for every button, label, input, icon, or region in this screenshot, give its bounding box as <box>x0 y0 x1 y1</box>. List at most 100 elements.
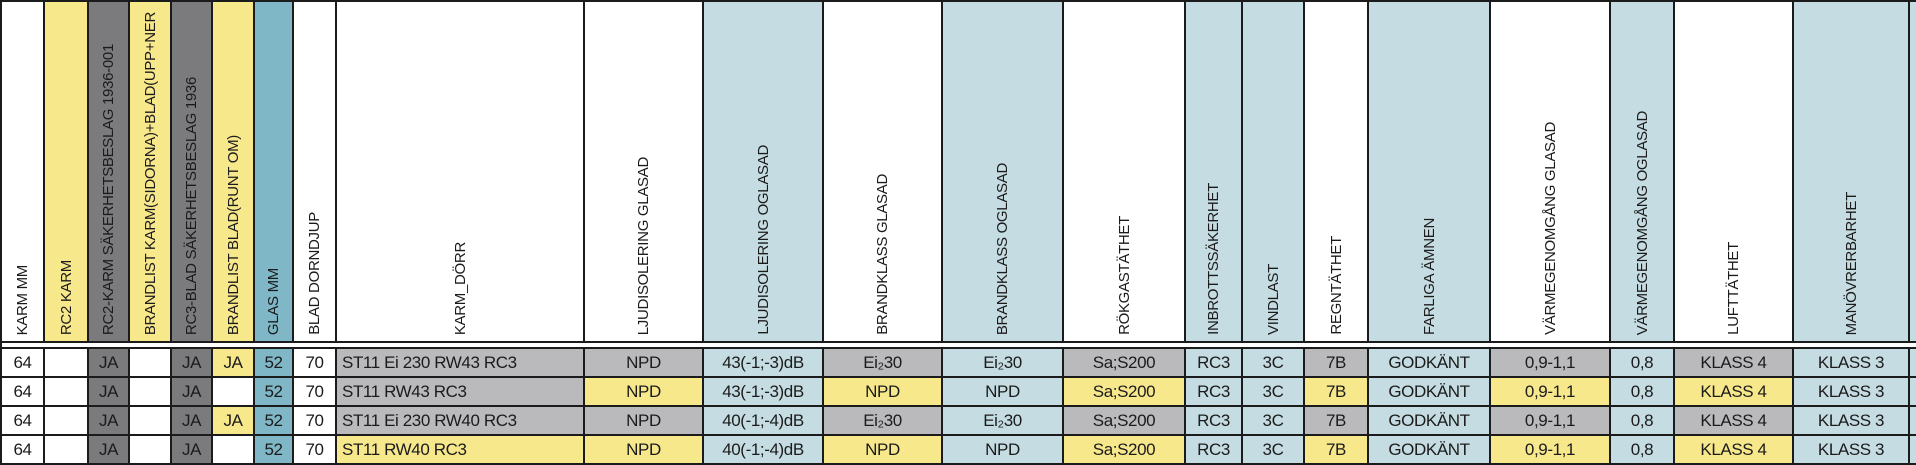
cell-value: JA <box>223 352 243 372</box>
cell-vindlast: 3C <box>1243 436 1303 463</box>
cell-value: NPD <box>865 381 900 401</box>
cell-rokgastathet: Sa;S200 <box>1064 436 1184 463</box>
cell-value: 52 <box>264 381 283 401</box>
cell-value: 64 <box>13 352 32 372</box>
cell-value: Sa;S200 <box>1092 381 1156 401</box>
cell-manovrerbarhet: KLASS 3 <box>1794 407 1908 434</box>
column-header-karm-dorr: KARM_DÖRR <box>337 2 583 341</box>
cell-regntathet: 7B <box>1305 407 1367 434</box>
column-header-label: VÄRMEGENOMGÅNG GLASAD <box>1541 122 1559 335</box>
cell-karm-mm: 64 <box>2 378 43 405</box>
cell-value: 0,8 <box>1630 439 1654 459</box>
cell-varmegenomgang-oglasad: 0,8 <box>1611 436 1673 463</box>
column-header-karm-mm: KARM MM <box>2 2 43 341</box>
cell-varmegenomgang-glasad: 0,9-1,1 <box>1491 407 1609 434</box>
column-header-label: LJUDISOLERING GLASAD <box>635 156 652 335</box>
cell-value: 70 <box>305 352 324 372</box>
cell-value: KLASS 3 <box>1817 410 1885 430</box>
cell-value: 7B <box>1326 381 1346 401</box>
cell-lufttathet: KLASS 4 <box>1675 349 1792 376</box>
cell-value: ST11 Ei 230 RW40 RC3 <box>342 410 517 430</box>
cell-brandklass-oglasad: Ei₂30 <box>943 407 1062 434</box>
cell-rc2-karm-sakerhetsbeslag: JA <box>89 436 128 463</box>
cell-value: 70 <box>305 381 324 401</box>
cell-value: NPD <box>985 381 1020 401</box>
cell-value: KLASS 4 <box>1700 381 1767 401</box>
cell-value: Sa;S200 <box>1092 410 1156 430</box>
cell-manovrerbarhet: KLASS 3 <box>1794 378 1908 405</box>
column-header-brandklass-glasad: BRANDKLASS GLASAD <box>824 2 941 341</box>
cell-varmegenomgang-glasad: 0,9-1,1 <box>1491 436 1609 463</box>
cell-brandlist-blad <box>213 378 253 405</box>
cell-farliga-amnen: GODKÄNT <box>1369 349 1489 376</box>
cell-brandklass-glasad: Ei₂30 <box>824 407 941 434</box>
cell-value: 0,9-1,1 <box>1524 352 1576 372</box>
column-header-inbrottssakerhet: INBROTTSSÄKERHET <box>1186 2 1241 341</box>
cell-varmegenomgang-glasad: 0,9-1,1 <box>1491 349 1609 376</box>
cell-rc3-blad-sakerhetsbeslag: JA <box>172 436 211 463</box>
cell-inbrottssakerhet: RC3 <box>1186 349 1241 376</box>
cell-karm-dorr: ST11 RW40 RC3 <box>337 436 583 463</box>
cell-value: 43(-1;-3)dB <box>722 352 804 372</box>
cell-rc2-karm-sakerhetsbeslag: JA <box>89 407 128 434</box>
column-header-label: VÄRMEGENOMGÅNG OGLASAD <box>1633 110 1651 335</box>
cell-value: 0,8 <box>1630 381 1654 401</box>
column-header-label: BRANDKLASS GLASAD <box>874 174 891 335</box>
cell-value: 43(-1;-3)dB <box>722 381 804 401</box>
cell-ljudisolering-glasad: NPD <box>585 349 702 376</box>
cell-value: GODKÄNT <box>1388 381 1470 401</box>
column-header-label: RC2-KARM SÄKERHETSBESLAG 1936-001 <box>100 43 117 335</box>
cropped-column-sliver <box>1910 378 1916 405</box>
cell-value: JA <box>181 410 202 430</box>
cell-rc2-karm <box>45 436 87 463</box>
cell-value: NPD <box>985 439 1020 459</box>
cell-rokgastathet: Sa;S200 <box>1064 378 1184 405</box>
cell-ljudisolering-oglasad: 40(-1;-4)dB <box>704 436 822 463</box>
column-header-label: RC2 KARM <box>57 259 75 335</box>
column-header-ljudisolering-oglasad: LJUDISOLERING OGLASAD <box>704 2 822 341</box>
cell-value: NPD <box>865 439 900 459</box>
cell-manovrerbarhet: KLASS 3 <box>1794 436 1908 463</box>
cell-rc2-karm-sakerhetsbeslag: JA <box>89 349 128 376</box>
cell-ljudisolering-glasad: NPD <box>585 407 702 434</box>
cell-value: RC3 <box>1197 439 1230 459</box>
cell-value: Ei₂30 <box>863 410 902 430</box>
cell-value: KLASS 4 <box>1700 439 1767 459</box>
cell-value: 3C <box>1262 439 1284 459</box>
cell-karm-mm: 64 <box>2 436 43 463</box>
cropped-column-sliver <box>1910 349 1916 376</box>
cropped-column-sliver <box>1910 436 1916 463</box>
cell-value: 0,9-1,1 <box>1524 381 1576 401</box>
cell-value: 0,9-1,1 <box>1524 410 1576 430</box>
cell-value: RC3 <box>1197 410 1230 430</box>
cell-value: 3C <box>1262 381 1284 401</box>
column-header-label: INBROTTSSÄKERHET <box>1205 183 1222 335</box>
cell-value: KLASS 3 <box>1817 352 1885 372</box>
cell-brandklass-glasad: Ei₂30 <box>824 349 941 376</box>
cropped-column-sliver <box>1910 2 1916 341</box>
cell-value: ST11 RW43 RC3 <box>342 381 467 401</box>
cell-vindlast: 3C <box>1243 349 1303 376</box>
cell-value: RC3 <box>1197 381 1230 401</box>
cell-value: 0,8 <box>1630 352 1654 372</box>
column-header-label: BRANDKLASS OGLASAD <box>994 162 1011 335</box>
cell-value: JA <box>98 439 119 459</box>
column-header-brandklass-oglasad: BRANDKLASS OGLASAD <box>943 2 1062 341</box>
cell-inbrottssakerhet: RC3 <box>1186 407 1241 434</box>
cell-brandlist-blad: JA <box>213 407 253 434</box>
cell-value: GODKÄNT <box>1388 352 1470 372</box>
column-header-rc2-karm-sakerhetsbeslag: RC2-KARM SÄKERHETSBESLAG 1936-001 <box>89 2 128 341</box>
column-header-label: GLAS MM <box>265 267 282 335</box>
cell-inbrottssakerhet: RC3 <box>1186 436 1241 463</box>
cell-value: Ei₂30 <box>983 352 1022 372</box>
cell-value: JA <box>181 352 202 372</box>
column-header-label: VINDLAST <box>1264 264 1282 335</box>
cell-rc3-blad-sakerhetsbeslag: JA <box>172 407 211 434</box>
cell-manovrerbarhet: KLASS 3 <box>1794 349 1908 376</box>
cell-glas-mm: 52 <box>255 378 292 405</box>
cell-rc2-karm <box>45 378 87 405</box>
column-header-label: RÖKGASTÄTHET <box>1115 216 1133 335</box>
cell-karm-mm: 64 <box>2 407 43 434</box>
cell-value: JA <box>98 381 119 401</box>
